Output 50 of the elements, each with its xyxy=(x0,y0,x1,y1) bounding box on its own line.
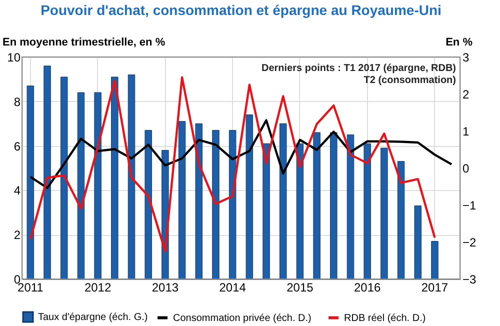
bar xyxy=(77,92,85,280)
bar xyxy=(128,74,136,280)
legend-label: Consommation privée (éch. D.) xyxy=(173,312,312,324)
y2-tick-label: 3 xyxy=(462,50,470,64)
bar xyxy=(262,143,270,280)
bar xyxy=(279,123,287,280)
legend-label: Taux d'épargne (éch. G.) xyxy=(38,312,148,323)
y-tick-label: 10 xyxy=(7,50,21,64)
x-tick-label: 2013 xyxy=(152,280,179,294)
bar xyxy=(346,134,354,280)
bar xyxy=(60,76,68,280)
line-series xyxy=(29,119,453,190)
y2-tick-label: −1 xyxy=(462,198,477,212)
bar xyxy=(330,132,338,280)
bar xyxy=(246,114,254,280)
bar xyxy=(26,86,34,280)
y2-tick-label: 1 xyxy=(462,124,470,138)
x-tick-label: 2017 xyxy=(421,280,448,294)
y-tick-label: 2 xyxy=(14,228,21,242)
bar xyxy=(313,132,320,280)
y-tick-label: 4 xyxy=(14,184,21,198)
annotation: Derniers points : T1 2017 (épargne, RDB) T2 (consommation) xyxy=(262,63,456,86)
bar xyxy=(212,130,220,280)
y-tick-label: 6 xyxy=(14,139,21,154)
bar xyxy=(94,92,102,280)
x-tick-label: 2014 xyxy=(219,280,246,294)
y-tick-label: 8 xyxy=(14,94,21,109)
y2-axis-title: En % xyxy=(446,36,473,48)
y2-tick-label: −3 xyxy=(462,272,477,286)
bar xyxy=(111,76,118,280)
bar xyxy=(380,148,388,280)
legend-label: RDB réel (éch. D.) xyxy=(344,312,426,324)
y2-tick-label: 0 xyxy=(462,162,470,176)
bar xyxy=(397,161,405,280)
bar xyxy=(414,205,422,280)
y2-tick-label: −2 xyxy=(462,236,477,250)
bar xyxy=(228,130,236,280)
x-tick-label: 2015 xyxy=(286,280,314,294)
chart-title: Pouvoir d'achat, consommation et épargne au Royaume-Uni xyxy=(40,2,442,18)
y-axis-title: En moyenne trimestrielle, en % xyxy=(2,36,166,48)
bar xyxy=(431,241,438,280)
bar xyxy=(144,130,152,280)
y2-tick-label: 2 xyxy=(462,88,470,102)
x-tick-label: 2016 xyxy=(354,280,382,294)
x-tick-label: 2012 xyxy=(84,280,112,294)
bar xyxy=(178,121,186,280)
bar xyxy=(44,66,51,280)
bar xyxy=(195,123,203,280)
bar xyxy=(364,143,371,280)
bar xyxy=(296,143,304,280)
